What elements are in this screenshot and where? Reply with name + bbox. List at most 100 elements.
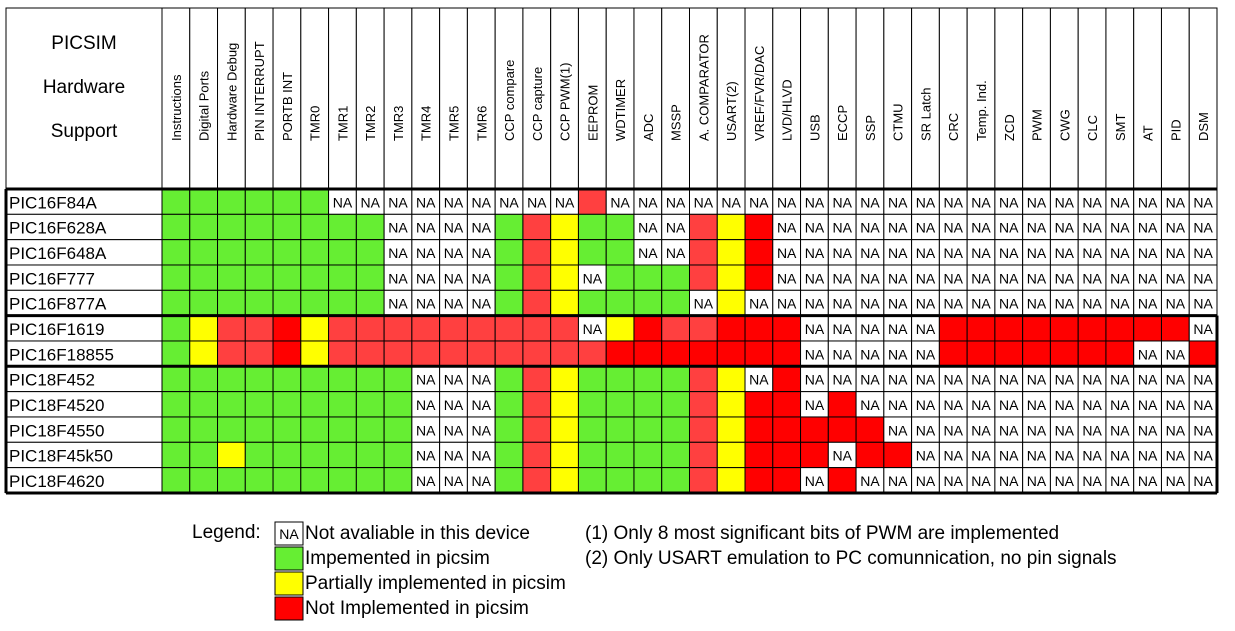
status-cell bbox=[189, 441, 219, 469]
legend-swatch bbox=[274, 571, 304, 596]
na-label: NA bbox=[944, 372, 964, 388]
na-label: NA bbox=[666, 220, 686, 236]
na-label: NA bbox=[1138, 448, 1158, 464]
status-cell bbox=[300, 239, 330, 266]
na-label: NA bbox=[944, 473, 964, 489]
device-name: PIC18F4520 bbox=[9, 396, 104, 415]
na-label: NA bbox=[777, 270, 797, 286]
na-label: NA bbox=[333, 194, 353, 210]
status-cell bbox=[494, 315, 524, 342]
status-cell bbox=[633, 416, 663, 443]
na-label: NA bbox=[1193, 422, 1213, 438]
status-cell bbox=[716, 239, 746, 266]
status-cell bbox=[633, 315, 663, 342]
na-label: NA bbox=[832, 270, 852, 286]
na-label: NA bbox=[583, 270, 603, 286]
na-label: NA bbox=[832, 372, 852, 388]
na-label: NA bbox=[832, 194, 852, 210]
status-cell bbox=[161, 264, 191, 291]
status-cell bbox=[605, 391, 635, 418]
status-cell bbox=[466, 315, 496, 342]
status-cell bbox=[716, 416, 746, 443]
na-label: NA bbox=[805, 220, 825, 236]
na-label: NA bbox=[971, 296, 991, 312]
status-cell bbox=[1049, 391, 1079, 418]
column-label: CCP compare bbox=[502, 60, 517, 141]
na-label: NA bbox=[888, 397, 908, 413]
status-cell bbox=[189, 391, 219, 418]
status-cell bbox=[1105, 315, 1135, 342]
na-label: NA bbox=[999, 422, 1019, 438]
status-cell bbox=[161, 416, 191, 443]
na-label: NA bbox=[777, 220, 797, 236]
status-cell bbox=[966, 340, 996, 367]
status-cell bbox=[439, 340, 468, 367]
status-cell bbox=[688, 213, 718, 241]
na-label: NA bbox=[860, 194, 880, 210]
status-cell bbox=[938, 315, 968, 342]
na-label: NA bbox=[1193, 296, 1213, 312]
status-cell bbox=[550, 264, 579, 291]
status-cell bbox=[938, 340, 968, 367]
na-label: NA bbox=[916, 296, 936, 312]
status-cell bbox=[328, 188, 357, 215]
status-cell bbox=[217, 340, 246, 367]
na-label: NA bbox=[860, 397, 880, 413]
column-label: USART(2) bbox=[724, 81, 739, 141]
status-cell bbox=[272, 340, 302, 367]
status-cell bbox=[439, 264, 468, 291]
status-cell bbox=[411, 340, 441, 367]
status-cell bbox=[661, 289, 690, 317]
status-cell bbox=[661, 213, 690, 241]
na-label: NA bbox=[638, 245, 658, 261]
status-cell bbox=[1049, 264, 1079, 291]
status-cell bbox=[522, 441, 552, 469]
status-cell bbox=[661, 340, 690, 367]
status-cell bbox=[272, 264, 302, 291]
na-label: NA bbox=[805, 270, 825, 286]
column-label: AT bbox=[1141, 125, 1156, 141]
na-label: NA bbox=[832, 321, 852, 337]
status-cell bbox=[244, 213, 274, 241]
status-cell bbox=[1160, 441, 1190, 469]
status-cell bbox=[217, 416, 246, 443]
na-label: NA bbox=[1166, 270, 1186, 286]
status-cell bbox=[855, 391, 885, 418]
status-cell bbox=[161, 340, 191, 367]
column-label: CRC bbox=[946, 113, 961, 141]
column-label: CCP capture bbox=[530, 67, 545, 141]
status-cell bbox=[994, 340, 1024, 367]
status-cell bbox=[1022, 239, 1051, 266]
status-cell bbox=[938, 289, 968, 317]
status-cell bbox=[161, 239, 191, 266]
status-cell bbox=[355, 188, 385, 215]
na-label: NA bbox=[916, 321, 936, 337]
na-label: NA bbox=[999, 473, 1019, 489]
status-cell bbox=[550, 239, 579, 266]
status-cell bbox=[550, 441, 579, 469]
status-cell bbox=[411, 441, 441, 469]
column-label: VREF/FVR/DAC bbox=[752, 46, 767, 141]
status-cell bbox=[716, 441, 746, 469]
na-label: NA bbox=[1110, 372, 1130, 388]
column-label: PWM bbox=[1030, 109, 1045, 141]
na-label: NA bbox=[1055, 448, 1075, 464]
na-label: NA bbox=[1055, 372, 1075, 388]
column-label: SSP bbox=[863, 115, 878, 141]
status-cell bbox=[161, 391, 191, 418]
status-cell bbox=[383, 467, 413, 494]
na-label: NA bbox=[1027, 194, 1047, 210]
status-cell bbox=[355, 416, 385, 443]
na-label: NA bbox=[832, 245, 852, 261]
column-header bbox=[827, 7, 857, 190]
na-label: NA bbox=[971, 220, 991, 236]
status-cell bbox=[328, 340, 357, 367]
status-cell bbox=[466, 340, 496, 367]
status-cell bbox=[522, 467, 552, 494]
na-label: NA bbox=[1055, 220, 1075, 236]
legend-swatch bbox=[274, 546, 304, 571]
status-cell bbox=[355, 239, 385, 266]
status-cell bbox=[328, 315, 357, 342]
status-cell bbox=[772, 340, 802, 367]
status-cell bbox=[994, 441, 1024, 469]
